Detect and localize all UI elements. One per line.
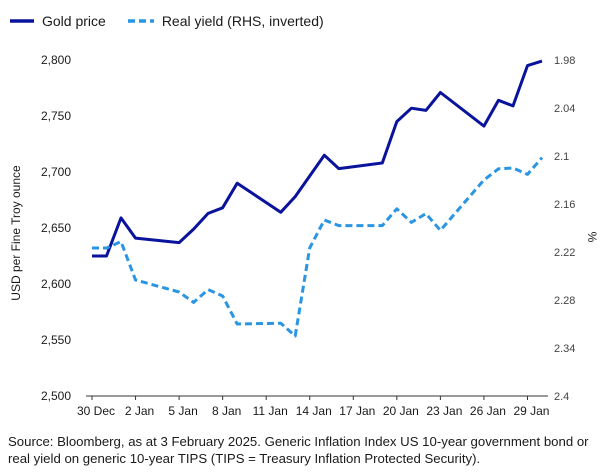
x-tick-label: 11 Jan xyxy=(253,404,288,418)
legend-item-gold: Gold price xyxy=(10,13,106,29)
y-tick-label: 2,800 xyxy=(41,53,71,67)
y-axis-label: USD per Fine Troy ounce xyxy=(9,165,23,301)
x-tick-label: 23 Jan xyxy=(426,404,462,418)
y-tick-label: 2,600 xyxy=(41,277,71,291)
y-tick-label: 2,650 xyxy=(41,221,71,235)
x-tick-label: 29 Jan xyxy=(513,404,549,418)
y2-tick-label: 2.04 xyxy=(554,103,575,115)
x-tick-label: 26 Jan xyxy=(470,404,506,418)
y2-tick-label: 2.16 xyxy=(554,199,575,211)
x-tick-label: 17 Jan xyxy=(339,404,375,418)
y2-tick-label: 1.98 xyxy=(554,55,575,67)
x-tick-label: 2 Jan xyxy=(125,404,154,418)
y-tick-label: 2,550 xyxy=(41,333,71,347)
x-tick-label: 8 Jan xyxy=(212,404,241,418)
y-tick-label: 2,750 xyxy=(41,109,71,123)
legend: Gold price Real yield (RHS, inverted) xyxy=(10,10,346,32)
y2-tick-label: 2.4 xyxy=(554,391,569,403)
gold-price-line xyxy=(92,59,543,258)
y-tick-label: 2,500 xyxy=(41,389,71,403)
y2-tick-label: 2.22 xyxy=(554,247,575,259)
legend-gold-label: Gold price xyxy=(42,13,106,29)
legend-item-yield: Real yield (RHS, inverted) xyxy=(127,13,324,29)
y2-tick-label: 2.1 xyxy=(554,151,569,163)
y-tick-label: 2,700 xyxy=(41,165,71,179)
y2-axis-label: % xyxy=(585,232,599,243)
legend-solid-line-icon xyxy=(10,19,34,23)
x-tick-label: 30 Dec xyxy=(77,404,115,418)
source-footnote: Source: Bloomberg, as at 3 February 2025… xyxy=(8,434,589,466)
y2-tick-label: 2.28 xyxy=(554,295,575,307)
y2-tick-label: 2.34 xyxy=(554,343,575,355)
legend-dashed-line-icon xyxy=(127,19,154,23)
x-tick-label: 14 Jan xyxy=(296,404,332,418)
x-tick-label: 5 Jan xyxy=(168,404,197,418)
real-yield-line xyxy=(92,156,544,338)
line-chart: 2,500 2,550 2,600 2,650 2,700 2,750 2,800 1.98 2… xyxy=(9,53,599,418)
legend-yield-label: Real yield (RHS, inverted) xyxy=(161,13,324,29)
x-tick-label: 20 Jan xyxy=(383,404,419,418)
